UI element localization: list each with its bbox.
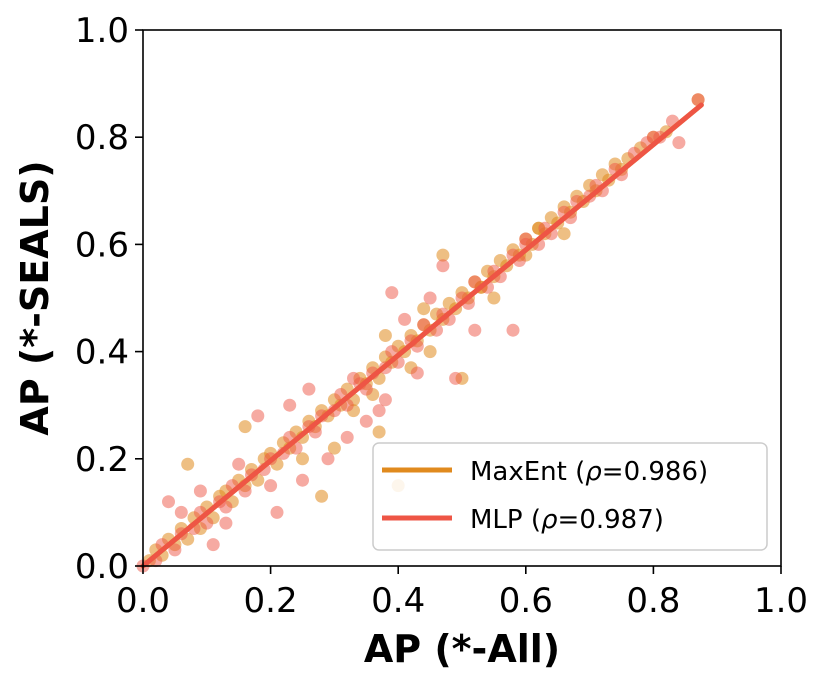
point-mlp-74 <box>359 414 373 428</box>
y-axis-title: AP (*-SEALS) <box>13 160 57 435</box>
point-maxent-92 <box>296 452 309 466</box>
point-maxent-94 <box>423 345 437 359</box>
point-maxent-96 <box>378 329 392 342</box>
point-mlp-78 <box>423 291 437 305</box>
x-tick-label-5: 1.0 <box>754 581 808 621</box>
point-mlp-68 <box>251 409 265 423</box>
x-tick-label-0: 0.0 <box>116 581 170 621</box>
point-mlp-72 <box>321 452 335 466</box>
point-mlp-67 <box>232 457 246 471</box>
point-mlp-3 <box>168 543 182 557</box>
y-tick-label-1: 0.2 <box>75 440 129 480</box>
point-mlp-38 <box>468 275 482 289</box>
point-maxent-86 <box>372 425 386 439</box>
point-mlp-71 <box>302 382 316 396</box>
point-mlp-81 <box>506 323 520 337</box>
legend-mlp-prefix: MLP ( <box>470 505 541 535</box>
point-mlp-66 <box>206 538 220 552</box>
point-mlp-84 <box>347 371 360 385</box>
point-mlp-85 <box>372 404 386 418</box>
x-axis-title: AP (*-All) <box>364 627 560 671</box>
point-maxent-87 <box>417 302 431 316</box>
x-tick-label-1: 0.2 <box>244 581 298 621</box>
point-mlp-70 <box>283 398 297 412</box>
point-mlp-63 <box>162 495 175 509</box>
point-mlp-76 <box>398 312 412 326</box>
point-mlp-79 <box>449 371 463 385</box>
point-mlp-75 <box>378 393 392 407</box>
ticks-layer: 0.0 0.2 0.4 0.6 0.8 1.0 0.0 0.2 0.4 0.6 0.8 1.0 <box>75 11 808 621</box>
fit-line-mlp <box>140 102 704 569</box>
point-mlp-11 <box>238 484 252 498</box>
point-mlp-73 <box>340 430 354 444</box>
point-maxent-81 <box>238 420 252 434</box>
legend: MaxEnt (ρ=0.986) MLP (ρ=0.987) <box>372 442 768 551</box>
x-tick-label-4: 0.8 <box>626 581 680 621</box>
point-mlp-80 <box>468 323 482 337</box>
point-mlp-65 <box>193 484 207 498</box>
x-tick-label-2: 0.4 <box>371 581 425 621</box>
point-maxent-80 <box>181 457 195 471</box>
legend-maxent-prefix: MaxEnt ( <box>470 457 585 487</box>
point-mlp-83 <box>436 259 450 273</box>
point-mlp-87 <box>264 479 278 493</box>
x-tick-label-3: 0.6 <box>499 581 553 621</box>
legend-maxent-rho: ρ <box>585 457 602 487</box>
point-mlp-88 <box>219 516 233 530</box>
points-layer <box>136 93 705 573</box>
point-mlp-82 <box>385 286 399 300</box>
legend-mlp-rho: ρ <box>541 505 558 535</box>
point-mlp-77 <box>410 366 424 380</box>
point-mlp-7 <box>200 516 214 530</box>
point-mlp-61 <box>672 136 686 150</box>
legend-label-mlp: MLP (ρ=0.987) <box>470 505 664 535</box>
y-tick-label-3: 0.6 <box>75 225 129 265</box>
point-mlp-69 <box>270 505 284 519</box>
point-mlp-9 <box>219 500 233 514</box>
y-tick-label-4: 0.8 <box>75 118 129 158</box>
point-maxent-99 <box>557 227 571 241</box>
legend-label-maxent: MaxEnt (ρ=0.986) <box>470 457 708 487</box>
y-tick-label-2: 0.4 <box>75 333 129 373</box>
point-maxent-97 <box>327 441 341 455</box>
legend-box <box>372 442 768 551</box>
fit-lines-layer <box>140 102 704 569</box>
y-tick-label-0: 0.0 <box>75 547 129 587</box>
y-tick-label-5: 1.0 <box>75 11 129 51</box>
point-maxent-95 <box>487 291 501 305</box>
plot-frame <box>142 29 782 567</box>
point-mlp-64 <box>174 505 188 519</box>
point-mlp-86 <box>296 473 309 487</box>
point-mlp-32 <box>417 318 431 332</box>
legend-maxent-value: =0.986) <box>602 457 708 487</box>
point-maxent-82 <box>436 248 450 262</box>
point-maxent-85 <box>315 489 329 503</box>
legend-mlp-value: =0.987) <box>558 505 664 535</box>
